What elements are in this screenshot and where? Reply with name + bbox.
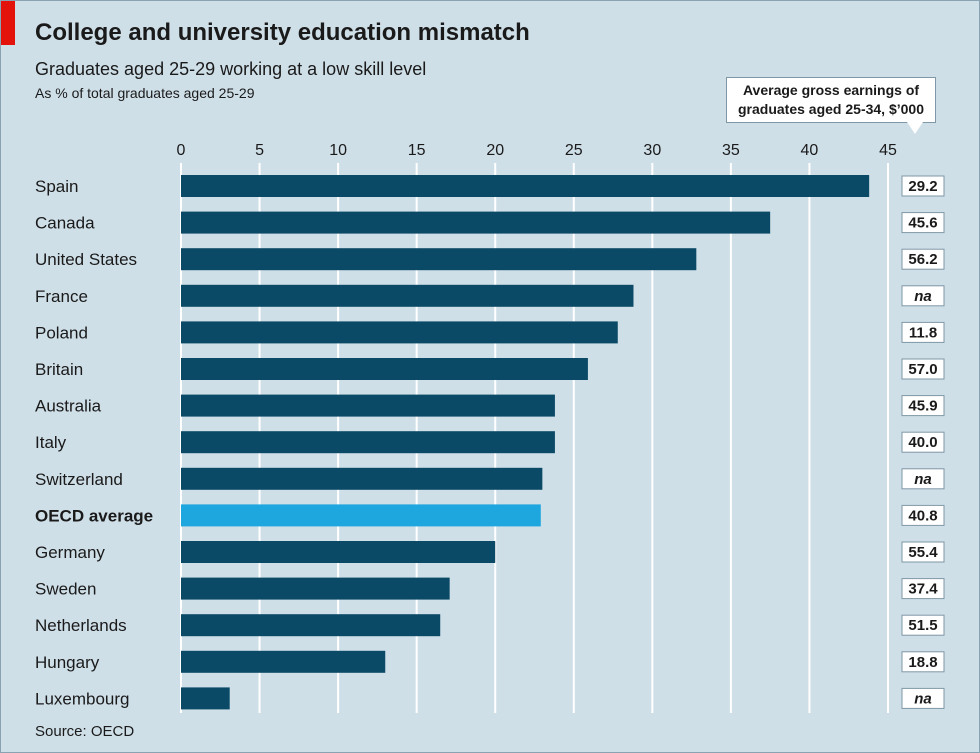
earnings-value: na <box>914 471 932 488</box>
earnings-box <box>901 285 945 307</box>
category-label: Britain <box>35 360 83 379</box>
earnings-value: 40.0 <box>908 434 937 451</box>
category-label: Poland <box>35 323 88 342</box>
x-tick-label: 10 <box>329 142 347 159</box>
earnings-box <box>901 175 945 197</box>
bar <box>181 504 541 527</box>
earnings-box <box>901 541 945 563</box>
bar <box>181 431 555 454</box>
category-label: Canada <box>35 214 95 233</box>
x-tick-label: 40 <box>801 142 819 159</box>
x-tick-label: 25 <box>565 142 583 159</box>
category-label: Italy <box>35 433 67 452</box>
earnings-callout-line1: Average gross earnings of <box>742 82 920 98</box>
earnings-value: 45.6 <box>908 215 937 232</box>
category-label: OECD average <box>35 506 153 525</box>
category-label: United States <box>35 250 137 269</box>
earnings-box <box>901 614 945 636</box>
chart-subtitle: Graduates aged 25-29 working at a low sk… <box>35 59 427 79</box>
bar <box>181 541 496 563</box>
x-tick-label: 5 <box>255 142 264 159</box>
bar <box>181 211 771 234</box>
bar <box>181 614 441 637</box>
x-tick-label: 0 <box>177 142 186 159</box>
bar <box>181 577 450 600</box>
x-tick-label: 20 <box>486 142 504 159</box>
category-label: Spain <box>35 177 78 196</box>
category-label: Germany <box>35 543 105 562</box>
category-label: Luxembourg <box>35 689 130 708</box>
callout-pointer <box>907 122 923 134</box>
earnings-value: 51.5 <box>908 617 937 634</box>
x-tick-label: 45 <box>879 142 897 159</box>
earnings-box <box>901 687 945 709</box>
bar <box>181 175 870 197</box>
earnings-box <box>901 212 945 234</box>
category-label: France <box>35 287 88 306</box>
x-tick-label: 30 <box>643 142 661 159</box>
earnings-value: 29.2 <box>908 178 937 195</box>
chart-title: College and university education mismatc… <box>35 19 530 46</box>
earnings-value: 37.4 <box>908 581 938 598</box>
x-tick-label: 35 <box>722 142 740 159</box>
bar <box>181 687 230 710</box>
bar <box>181 394 555 417</box>
bar <box>181 321 618 344</box>
earnings-box <box>901 504 945 526</box>
earnings-value: 40.8 <box>908 507 937 524</box>
unit-note: As % of total graduates aged 25-29 <box>35 85 255 101</box>
earnings-box <box>901 321 945 343</box>
bar <box>181 358 588 380</box>
earnings-box <box>901 468 945 490</box>
earnings-box <box>901 578 945 600</box>
earnings-box <box>901 651 945 673</box>
earnings-value: 55.4 <box>908 544 938 561</box>
earnings-value: 45.9 <box>908 398 937 415</box>
earnings-value: na <box>914 690 932 707</box>
category-label: Netherlands <box>35 616 127 635</box>
earnings-value: 56.2 <box>908 251 937 268</box>
earnings-callout-line2: graduates aged 25-34, $’000 <box>738 101 924 117</box>
earnings-value: 57.0 <box>908 361 937 378</box>
earnings-box <box>901 358 945 380</box>
earnings-value: 18.8 <box>908 654 937 671</box>
source-note: Source: OECD <box>35 723 135 740</box>
brand-red-tab <box>1 1 15 45</box>
earnings-box <box>901 248 945 270</box>
x-tick-label: 15 <box>408 142 426 159</box>
category-label: Switzerland <box>35 470 123 489</box>
earnings-value: na <box>914 288 932 305</box>
earnings-value: 11.8 <box>909 324 937 341</box>
bar <box>181 248 697 271</box>
category-label: Australia <box>35 397 102 416</box>
earnings-box <box>901 395 945 417</box>
earnings-callout: Average gross earnings of graduates aged… <box>726 77 936 123</box>
bar <box>181 467 543 490</box>
earnings-box <box>901 431 945 453</box>
bar <box>181 650 386 673</box>
category-label: Sweden <box>35 580 96 599</box>
bar <box>181 284 634 307</box>
category-label: Hungary <box>35 653 100 672</box>
